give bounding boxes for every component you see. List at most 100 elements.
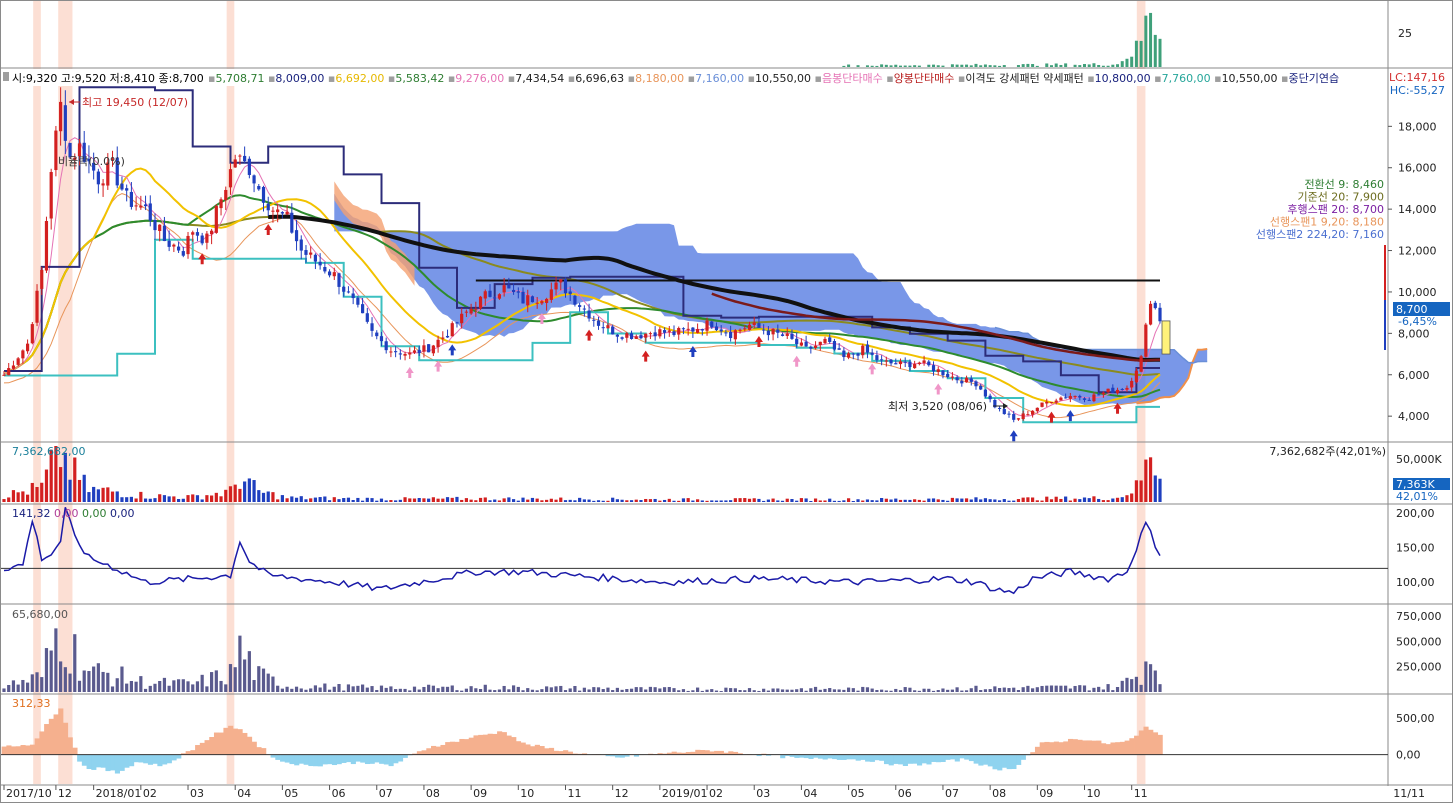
oscillator-panel-2[interactable] xyxy=(2,628,1162,692)
candle-body xyxy=(110,158,115,160)
candle-body xyxy=(521,291,525,304)
candle-body xyxy=(780,334,785,336)
top-volume-bar xyxy=(955,64,959,67)
oscillator-2-bar xyxy=(464,688,468,692)
candle-body xyxy=(549,289,553,300)
volume-bar xyxy=(578,497,582,502)
volume-bar xyxy=(606,500,610,502)
oscillator-3-area xyxy=(317,754,323,767)
current-range-box xyxy=(1161,320,1171,355)
top-volume-bar xyxy=(1087,64,1091,67)
volume-bar xyxy=(370,498,374,502)
volume-bar xyxy=(408,498,412,502)
oscillator-2-bar xyxy=(828,688,832,692)
oscillator-3-area xyxy=(534,744,540,755)
oscillator-3-area xyxy=(756,754,762,757)
candle-body xyxy=(865,344,870,353)
oscillator-3-area xyxy=(313,754,319,767)
oscillator-2-bar xyxy=(106,672,110,692)
oscillator-3-area xyxy=(100,754,106,768)
volume-bar xyxy=(1101,500,1105,502)
candle-body xyxy=(389,351,393,353)
volume-bar xyxy=(563,500,568,502)
time-tick-label: 12 xyxy=(58,787,72,800)
oscillator-3-area xyxy=(237,729,243,755)
oscillator-3-area xyxy=(195,745,201,755)
candle-body xyxy=(493,297,497,299)
candle-body xyxy=(49,172,53,219)
oscillator-2-bar xyxy=(686,690,690,692)
oscillator-3-area xyxy=(440,744,446,755)
oscillator-3-area xyxy=(855,754,861,761)
volume-bar xyxy=(1120,497,1124,502)
candle-body xyxy=(474,308,478,310)
candle-body xyxy=(733,330,737,340)
volume-bar xyxy=(63,452,67,502)
candle-body xyxy=(63,105,67,141)
oscillator-3-area xyxy=(294,754,300,766)
oscillator-2-bar xyxy=(1082,685,1087,692)
candle-body xyxy=(691,327,695,332)
price-panel[interactable] xyxy=(2,86,1386,442)
candle-body xyxy=(455,322,459,324)
candle-body xyxy=(790,333,794,339)
volume-bar xyxy=(677,500,681,502)
candle-body xyxy=(941,370,945,376)
volume-bar xyxy=(403,497,407,502)
candle-body xyxy=(1007,413,1011,415)
volume-bar xyxy=(667,498,671,502)
volume-bar xyxy=(412,498,417,502)
volume-bar xyxy=(880,498,884,502)
oscillator-3-area xyxy=(699,750,706,755)
oscillator-2-bar xyxy=(327,689,332,692)
moving-average-60 xyxy=(3,194,1161,399)
oscillator-2-bar xyxy=(540,689,544,692)
oscillator-2-bar xyxy=(346,684,351,692)
oscillator-3-area xyxy=(1020,754,1026,760)
volume-bar xyxy=(313,497,318,502)
oscillator-2-bar xyxy=(988,689,992,692)
candle-body xyxy=(92,162,96,171)
ichimoku-label: 전환선 9: 8,460 xyxy=(1304,178,1384,191)
oscillator-3-area xyxy=(695,749,701,755)
oscillator-2-bar xyxy=(11,680,16,692)
candle-body xyxy=(960,380,964,384)
volume-panel[interactable] xyxy=(2,446,1162,502)
oscillator-2-bar xyxy=(337,684,341,692)
volume-bar xyxy=(545,499,549,502)
candle-body xyxy=(1106,388,1110,393)
oscillator-panel-3[interactable] xyxy=(1,708,1388,774)
volume-bar xyxy=(625,500,629,502)
top-volume-bar xyxy=(1158,38,1162,67)
oscillator-panel-1[interactable] xyxy=(1,507,1388,595)
volume-bar xyxy=(167,496,171,502)
oscillator-3-area xyxy=(157,754,163,767)
volume-bar xyxy=(247,478,251,502)
indicator-legend[interactable]: ▪5,708,71 ▪8,009,00 ▪6,692,00 ▪5,583,42 … xyxy=(208,71,1339,85)
oscillator-2-bar xyxy=(294,686,299,692)
candle-body xyxy=(979,385,983,390)
top-volume-bar xyxy=(998,65,1002,67)
volume-left-label: 7,362,682,00 xyxy=(12,445,85,458)
candle-body xyxy=(11,365,16,369)
oscillator-1-labels: 141,32 0,00 0,00 0,00 xyxy=(12,507,135,520)
candle-body xyxy=(375,332,379,337)
oscillator-3-area xyxy=(393,754,399,764)
candle-body xyxy=(394,351,398,353)
oscillator-2-bar xyxy=(412,686,417,692)
oscillator-3-area xyxy=(397,754,404,762)
volume-bar xyxy=(747,498,752,502)
volume-bar xyxy=(176,498,181,502)
high-annotation: 최고 19,450 (12/07) xyxy=(69,96,188,109)
price-tick-label: 4,000 xyxy=(1398,410,1430,423)
oscillator-2-bar xyxy=(450,685,454,692)
volume-bar xyxy=(884,498,888,502)
oscillator-3-area xyxy=(1138,730,1144,755)
top-volume-bar xyxy=(1101,65,1105,67)
oscillator-2-bar xyxy=(7,685,11,692)
candle-body xyxy=(186,235,190,255)
volume-bar xyxy=(323,496,327,502)
candle-body xyxy=(101,183,105,186)
top-volume-bar xyxy=(1031,64,1035,67)
